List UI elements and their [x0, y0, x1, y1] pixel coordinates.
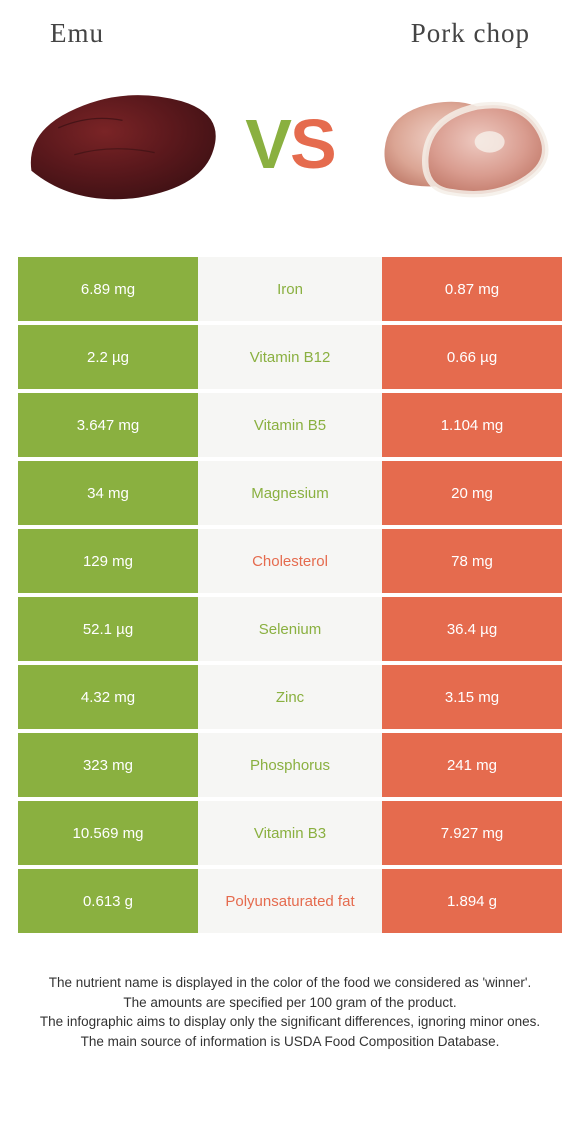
- table-row: 52.1 µgSelenium36.4 µg: [18, 597, 562, 661]
- nutrient-label: Vitamin B3: [198, 801, 382, 865]
- footer-line: The amounts are specified per 100 gram o…: [25, 993, 555, 1013]
- value-left: 0.613 g: [18, 869, 198, 933]
- vs-v: V: [245, 105, 290, 183]
- value-right: 7.927 mg: [382, 801, 562, 865]
- header: Emu Pork chop: [0, 0, 580, 59]
- title-left: Emu: [50, 18, 104, 49]
- nutrient-label: Selenium: [198, 597, 382, 661]
- table-row: 3.647 mgVitamin B51.104 mg: [18, 393, 562, 457]
- title-right: Pork chop: [411, 18, 530, 49]
- emu-image: [15, 69, 230, 219]
- footer-line: The nutrient name is displayed in the co…: [25, 973, 555, 993]
- nutrient-label: Cholesterol: [198, 529, 382, 593]
- table-row: 34 mgMagnesium20 mg: [18, 461, 562, 525]
- table-row: 6.89 mgIron0.87 mg: [18, 257, 562, 321]
- value-left: 3.647 mg: [18, 393, 198, 457]
- value-left: 6.89 mg: [18, 257, 198, 321]
- value-left: 34 mg: [18, 461, 198, 525]
- value-right: 1.104 mg: [382, 393, 562, 457]
- images-row: VS: [0, 59, 580, 239]
- footer-line: The infographic aims to display only the…: [25, 1012, 555, 1032]
- value-left: 323 mg: [18, 733, 198, 797]
- nutrient-label: Iron: [198, 257, 382, 321]
- value-left: 52.1 µg: [18, 597, 198, 661]
- table-row: 129 mgCholesterol78 mg: [18, 529, 562, 593]
- value-right: 20 mg: [382, 461, 562, 525]
- value-left: 4.32 mg: [18, 665, 198, 729]
- footer-line: The main source of information is USDA F…: [25, 1032, 555, 1052]
- nutrient-label: Phosphorus: [198, 733, 382, 797]
- vs-label: VS: [245, 104, 334, 184]
- value-left: 2.2 µg: [18, 325, 198, 389]
- table-row: 4.32 mgZinc3.15 mg: [18, 665, 562, 729]
- comparison-table: 6.89 mgIron0.87 mg2.2 µgVitamin B120.66 …: [18, 257, 562, 933]
- value-left: 129 mg: [18, 529, 198, 593]
- value-right: 36.4 µg: [382, 597, 562, 661]
- footer-notes: The nutrient name is displayed in the co…: [25, 973, 555, 1051]
- value-right: 1.894 g: [382, 869, 562, 933]
- nutrient-label: Vitamin B12: [198, 325, 382, 389]
- value-right: 241 mg: [382, 733, 562, 797]
- nutrient-label: Vitamin B5: [198, 393, 382, 457]
- value-right: 3.15 mg: [382, 665, 562, 729]
- porkchop-image: [350, 69, 565, 219]
- value-right: 78 mg: [382, 529, 562, 593]
- table-row: 323 mgPhosphorus241 mg: [18, 733, 562, 797]
- nutrient-label: Magnesium: [198, 461, 382, 525]
- value-right: 0.66 µg: [382, 325, 562, 389]
- table-row: 0.613 gPolyunsaturated fat1.894 g: [18, 869, 562, 933]
- nutrient-label: Polyunsaturated fat: [198, 869, 382, 933]
- vs-s: S: [290, 105, 335, 183]
- table-row: 2.2 µgVitamin B120.66 µg: [18, 325, 562, 389]
- nutrient-label: Zinc: [198, 665, 382, 729]
- value-right: 0.87 mg: [382, 257, 562, 321]
- table-row: 10.569 mgVitamin B37.927 mg: [18, 801, 562, 865]
- value-left: 10.569 mg: [18, 801, 198, 865]
